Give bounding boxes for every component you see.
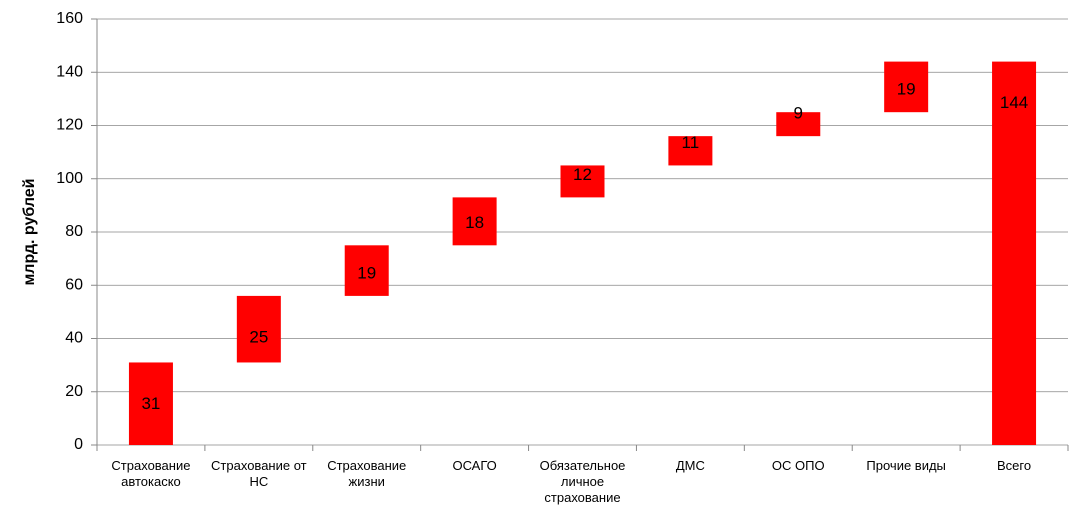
value-label: 18 (465, 213, 484, 232)
bar (992, 61, 1037, 445)
x-tick-label: ДМС (675, 458, 705, 473)
value-label: 9 (794, 104, 803, 123)
y-tick-label: 0 (74, 436, 83, 453)
x-tick-label: Страхование от НС (211, 458, 307, 489)
y-tick-label: 80 (65, 223, 83, 240)
y-tick-label: 40 (65, 330, 83, 347)
y-tick-label: 140 (56, 63, 83, 80)
y-tick-label: 120 (56, 117, 83, 134)
value-label: 19 (897, 80, 916, 99)
bar (236, 295, 281, 363)
value-label: 12 (573, 165, 592, 184)
bar (452, 197, 497, 246)
y-tick-label: 20 (65, 383, 83, 400)
x-tick-label: ОС ОПО (771, 458, 825, 473)
value-label: 31 (141, 394, 160, 413)
value-label: 25 (249, 327, 268, 346)
y-tick-label: 100 (56, 170, 83, 187)
value-label: 144 (1000, 93, 1028, 112)
x-tick-label: Прочие виды (866, 458, 946, 473)
x-tick-label: Обязательное личное страхование (539, 458, 626, 505)
bar (884, 61, 929, 113)
bar (776, 112, 821, 137)
bar (344, 245, 389, 296)
y-axis-label: млрд. рублей (21, 178, 38, 285)
y-tick-label: 60 (65, 276, 83, 293)
bar (560, 165, 605, 198)
value-label: 19 (357, 263, 376, 282)
x-tick-label: Страхование автокаско (111, 458, 191, 489)
bar (668, 136, 713, 166)
x-tick-label: ОСАГО (452, 458, 497, 473)
value-label: 11 (682, 133, 700, 152)
bar (128, 362, 173, 445)
y-tick-label: 160 (56, 10, 83, 27)
x-tick-label: Всего (997, 458, 1032, 473)
x-tick-label: Страхование жизни (327, 458, 407, 489)
